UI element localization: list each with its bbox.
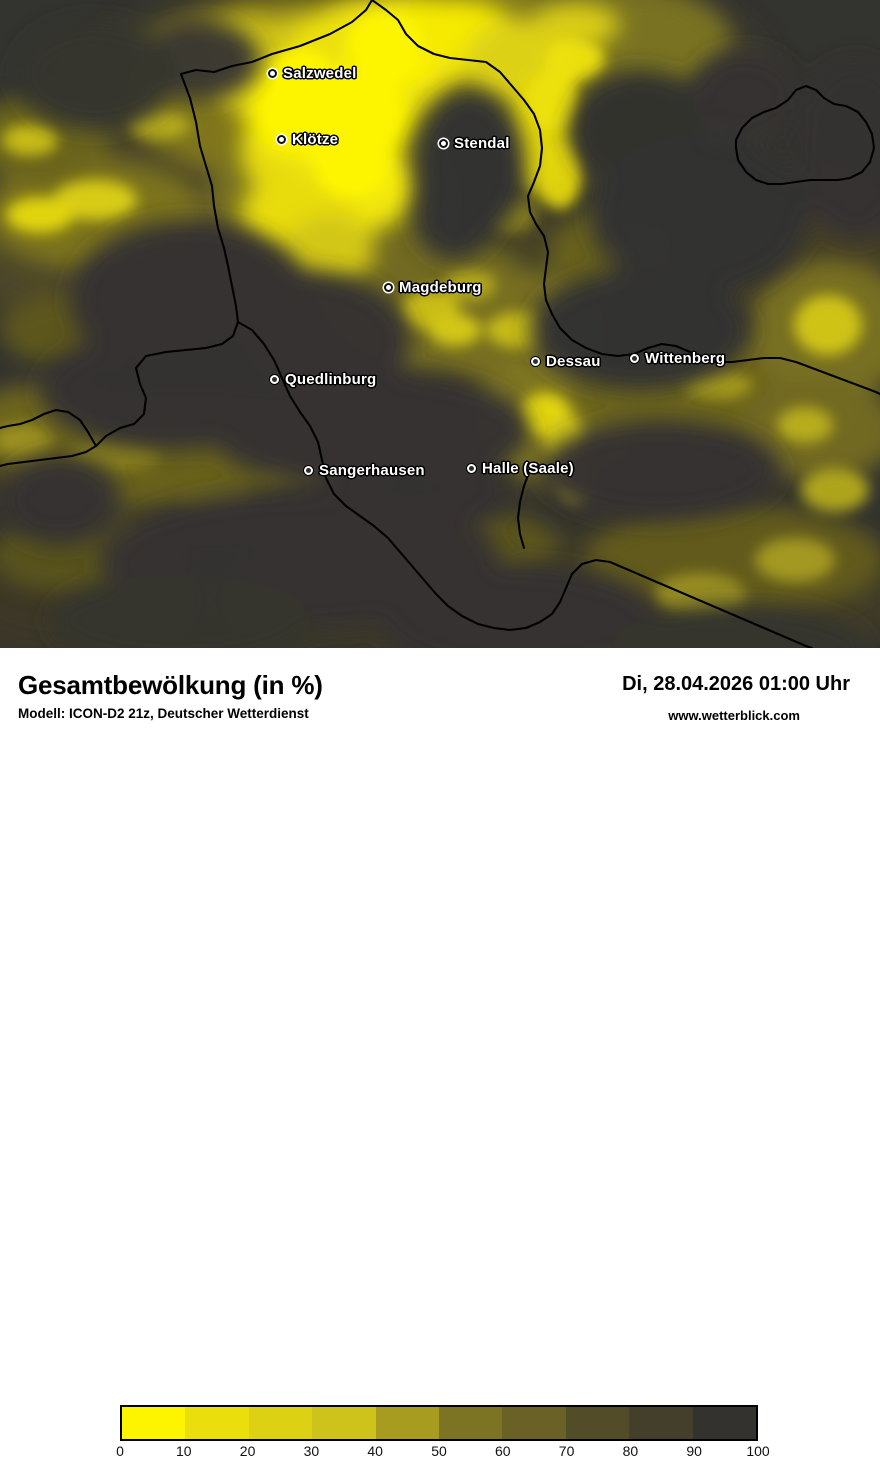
colorbar-tick-100: 100 [746,1443,770,1459]
city-marker-halle-saale[interactable]: Halle (Saale) [467,460,574,477]
city-marker-stendal[interactable]: Stendal [439,135,510,152]
cloud-cover-map[interactable]: Salzwedel Klötze Stendal Magdeburg Dessau Wit… [0,0,880,648]
colorbar-tick-80: 80 [622,1443,639,1459]
city-dot-icon [277,135,286,144]
colorbar-segment-50-60 [439,1407,503,1439]
page-title: Gesamtbewölkung (in %) [18,670,323,700]
city-dot-icon [270,375,279,384]
city-label: Magdeburg [399,279,482,296]
model-subtitle: Modell: ICON-D2 21z, Deutscher Wetterdie… [18,706,309,721]
colorbar-segment-10-20 [185,1407,249,1439]
colorbar-segment-20-30 [248,1407,313,1439]
colorbar-tick-20: 20 [239,1443,256,1459]
colorbar-segment-70-80 [565,1407,630,1439]
city-marker-salzwedel[interactable]: Salzwedel [268,65,357,82]
colorbar-segment-0-10 [122,1407,186,1439]
city-dot-icon [630,354,639,363]
city-label: Wittenberg [645,350,726,367]
city-label: Salzwedel [283,65,357,82]
colorbar-tick-70: 70 [558,1443,575,1459]
city-dot-icon [384,283,393,292]
colorbar-tick-30: 30 [303,1443,320,1459]
city-label: Klötze [292,131,339,148]
colorbar-tick-labels: 0 10 20 30 40 50 60 70 80 90 100 [0,1443,880,1467]
colorbar-tick-90: 90 [686,1443,702,1459]
valid-datetime: Di, 28.04.2026 01:00 Uhr [622,673,850,695]
city-marker-sangerhausen[interactable]: Sangerhausen [304,462,425,479]
state-borders [0,0,880,648]
colorbar-tick-10: 10 [176,1443,192,1459]
city-label: Quedlinburg [285,371,377,388]
colorbar-segment-30-40 [312,1407,376,1439]
colorbar-segment-90-100 [692,1407,757,1439]
city-label: Dessau [546,353,601,370]
city-dot-icon [439,139,448,148]
colorbar-tick-40: 40 [367,1443,383,1459]
colorbar-tick-60: 60 [495,1443,511,1459]
colorbar-segment-60-70 [502,1407,566,1439]
colorbar[interactable] [120,1405,758,1441]
city-marker-kl-tze[interactable]: Klötze [277,131,338,148]
colorbar-tick-50: 50 [431,1443,447,1459]
city-marker-magdeburg[interactable]: Magdeburg [384,279,482,296]
city-label: Halle (Saale) [482,460,574,477]
city-label: Stendal [454,135,510,152]
city-dot-icon [268,69,277,78]
city-label: Sangerhausen [319,462,425,479]
city-dot-icon [467,464,476,473]
city-marker-quedlinburg[interactable]: Quedlinburg [270,371,376,388]
city-marker-wittenberg[interactable]: Wittenberg [630,350,725,367]
colorbar-segment-40-50 [375,1407,440,1439]
website-url: www.wetterblick.com [668,708,800,723]
colorbar-segment-80-90 [629,1407,693,1439]
map-footer: Gesamtbewölkung (in %) Modell: ICON-D2 2… [0,648,880,1459]
city-marker-dessau[interactable]: Dessau [531,353,601,370]
map-raster [0,0,880,648]
city-dot-icon [531,357,540,366]
colorbar-tick-0: 0 [116,1443,124,1459]
city-dot-icon [304,466,313,475]
